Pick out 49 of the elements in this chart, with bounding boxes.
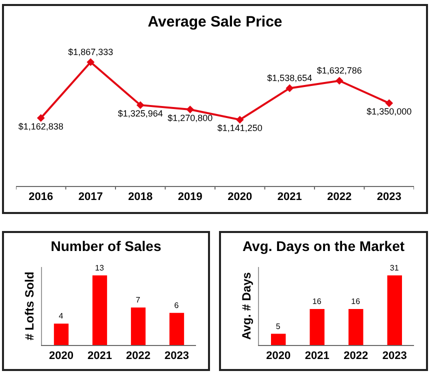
- x-tick-label: 2020: [266, 350, 291, 362]
- data-label: 13: [95, 263, 104, 272]
- data-label: $1,632,786: [316, 66, 362, 76]
- x-tick-label: 2022: [126, 350, 150, 362]
- x-tick-label: 2022: [327, 191, 352, 204]
- point: [236, 116, 244, 124]
- x-tick-label: 2023: [376, 191, 402, 204]
- point: [136, 101, 144, 109]
- x-tick-label: 2023: [382, 350, 407, 362]
- data-label: $1,538,654: [267, 73, 312, 84]
- data-label: $1,270,800: [168, 112, 213, 123]
- data-label: $1,350,000: [366, 106, 412, 117]
- point: [335, 76, 344, 85]
- bar: [54, 324, 69, 345]
- y-axis-title: Avg. # Days: [239, 272, 254, 340]
- bar: [130, 308, 146, 345]
- point: [36, 114, 45, 122]
- x-tick-label: 2019: [178, 191, 202, 204]
- x-tick-label: 2022: [344, 350, 368, 362]
- data-label: $1,867,333: [68, 47, 114, 58]
- x-tick-label: 2016: [28, 191, 54, 204]
- data-label: 16: [312, 297, 322, 306]
- point: [186, 106, 194, 114]
- data-label: 6: [174, 300, 180, 310]
- x-tick-label: 2023: [164, 350, 189, 362]
- data-label: 31: [390, 263, 400, 272]
- bar: [169, 312, 184, 345]
- x-tick-label: 2018: [128, 191, 153, 204]
- x-tick-label: 2021: [277, 191, 302, 204]
- data-label: 5: [276, 322, 281, 331]
- bar: [92, 275, 108, 345]
- y-axis-title: # Lofts Sold: [22, 272, 36, 340]
- data-label: 16: [351, 297, 361, 306]
- data-label: 4: [58, 312, 64, 321]
- point: [385, 99, 394, 108]
- data-label: $1,325,964: [118, 108, 163, 119]
- x-tick-label: 2021: [304, 350, 330, 362]
- data-label: $1,162,838: [18, 122, 64, 132]
- chart-title: Avg. Days on the Market: [242, 238, 405, 254]
- x-tick-label: 2017: [78, 191, 103, 204]
- point: [286, 84, 294, 92]
- x-tick-label: 2021: [88, 350, 112, 362]
- chart-title: Average Sale Price: [148, 14, 282, 30]
- point: [86, 58, 95, 66]
- x-tick-label: 2020: [228, 191, 252, 204]
- chart-title: Number of Sales: [50, 238, 162, 254]
- data-label: $1,141,250: [217, 123, 262, 134]
- x-tick-label: 2020: [49, 350, 74, 362]
- data-label: 7: [136, 296, 141, 304]
